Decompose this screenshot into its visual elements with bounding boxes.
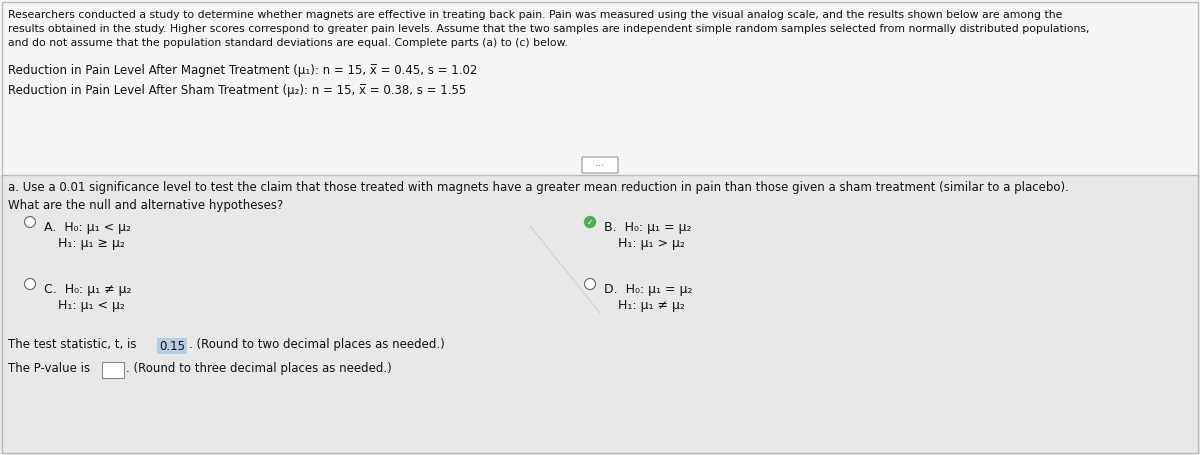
- Bar: [0, 0, 1200, 175]
- Text: results obtained in the study. Higher scores correspond to greater pain levels. : results obtained in the study. Higher sc…: [8, 24, 1090, 34]
- Text: ✓: ✓: [587, 218, 593, 227]
- Text: C.  H₀: μ₁ ≠ μ₂: C. H₀: μ₁ ≠ μ₂: [44, 283, 132, 296]
- Text: A.  H₀: μ₁ < μ₂: A. H₀: μ₁ < μ₂: [44, 221, 131, 234]
- Text: The P-value is: The P-value is: [8, 362, 90, 375]
- Text: What are the null and alternative hypotheses?: What are the null and alternative hypoth…: [8, 199, 283, 212]
- FancyBboxPatch shape: [102, 362, 124, 378]
- Bar: [0, 175, 1200, 455]
- Circle shape: [584, 217, 595, 228]
- Text: Reduction in Pain Level After Sham Treatment (μ₂): n = 15, x̅ = 0.38, s = 1.55: Reduction in Pain Level After Sham Treat…: [8, 84, 467, 97]
- Circle shape: [24, 278, 36, 289]
- Text: D.  H₀: μ₁ = μ₂: D. H₀: μ₁ = μ₂: [604, 283, 692, 296]
- Text: and do not assume that the population standard deviations are equal. Complete pa: and do not assume that the population st…: [8, 38, 568, 48]
- Text: H₁: μ₁ ≥ μ₂: H₁: μ₁ ≥ μ₂: [58, 237, 125, 250]
- Text: B.  H₀: μ₁ = μ₂: B. H₀: μ₁ = μ₂: [604, 221, 691, 234]
- Text: . (Round to two decimal places as needed.): . (Round to two decimal places as needed…: [190, 338, 445, 351]
- Text: a. Use a 0.01 significance level to test the claim that those treated with magne: a. Use a 0.01 significance level to test…: [8, 181, 1069, 194]
- Text: H₁: μ₁ ≠ μ₂: H₁: μ₁ ≠ μ₂: [618, 299, 685, 312]
- Text: . (Round to three decimal places as needed.): . (Round to three decimal places as need…: [126, 362, 391, 375]
- Text: ···: ···: [595, 161, 605, 171]
- Text: 0.15: 0.15: [158, 339, 185, 353]
- Circle shape: [584, 278, 595, 289]
- Circle shape: [24, 217, 36, 228]
- FancyBboxPatch shape: [582, 157, 618, 173]
- Text: H₁: μ₁ < μ₂: H₁: μ₁ < μ₂: [58, 299, 125, 312]
- Text: Reduction in Pain Level After Magnet Treatment (μ₁): n = 15, x̅ = 0.45, s = 1.02: Reduction in Pain Level After Magnet Tre…: [8, 64, 478, 77]
- Text: The test statistic, t, is: The test statistic, t, is: [8, 338, 137, 351]
- FancyBboxPatch shape: [157, 338, 187, 354]
- Text: H₁: μ₁ > μ₂: H₁: μ₁ > μ₂: [618, 237, 685, 250]
- Text: Researchers conducted a study to determine whether magnets are effective in trea: Researchers conducted a study to determi…: [8, 10, 1062, 20]
